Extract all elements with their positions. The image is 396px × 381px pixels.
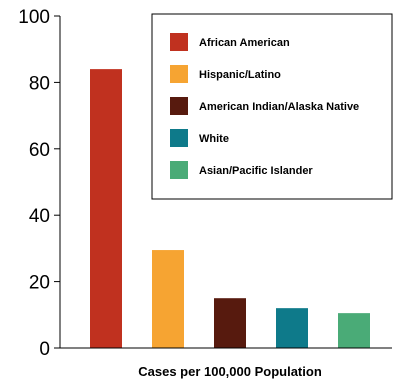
bar-white [276,308,308,348]
y-tick-label: 0 [39,339,50,360]
legend-label: Asian/Pacific Islander [199,165,313,177]
y-tick-label: 60 [29,140,50,161]
bar-african-american [90,69,122,349]
legend-label: Hispanic/Latino [199,69,281,81]
y-tick-label: 80 [29,73,50,94]
y-tick-label: 20 [29,273,50,294]
legend-swatch [170,97,188,115]
legend-label: White [199,133,229,145]
legend-box [151,13,393,200]
legend-swatch [170,65,188,83]
legend: African American Hispanic/Latino American … [151,13,393,200]
legend-label: African American [199,37,290,49]
x-axis-label: Cases per 100,000 Population [138,364,322,379]
bar-hispanic-latino [152,250,184,348]
y-tick-label: 40 [29,206,50,227]
legend-label: American Indian/Alaska Native [199,101,359,113]
legend-swatch [170,129,188,147]
y-axis: 0 20 40 60 80 100 [18,7,392,360]
y-tick-label: 100 [18,7,50,28]
legend-swatch [170,161,188,179]
plot-area [90,69,370,349]
bar-asian-pacific-islander [338,313,370,348]
legend-swatch [170,33,188,51]
bar-american-indian-alaska-native [214,298,246,348]
